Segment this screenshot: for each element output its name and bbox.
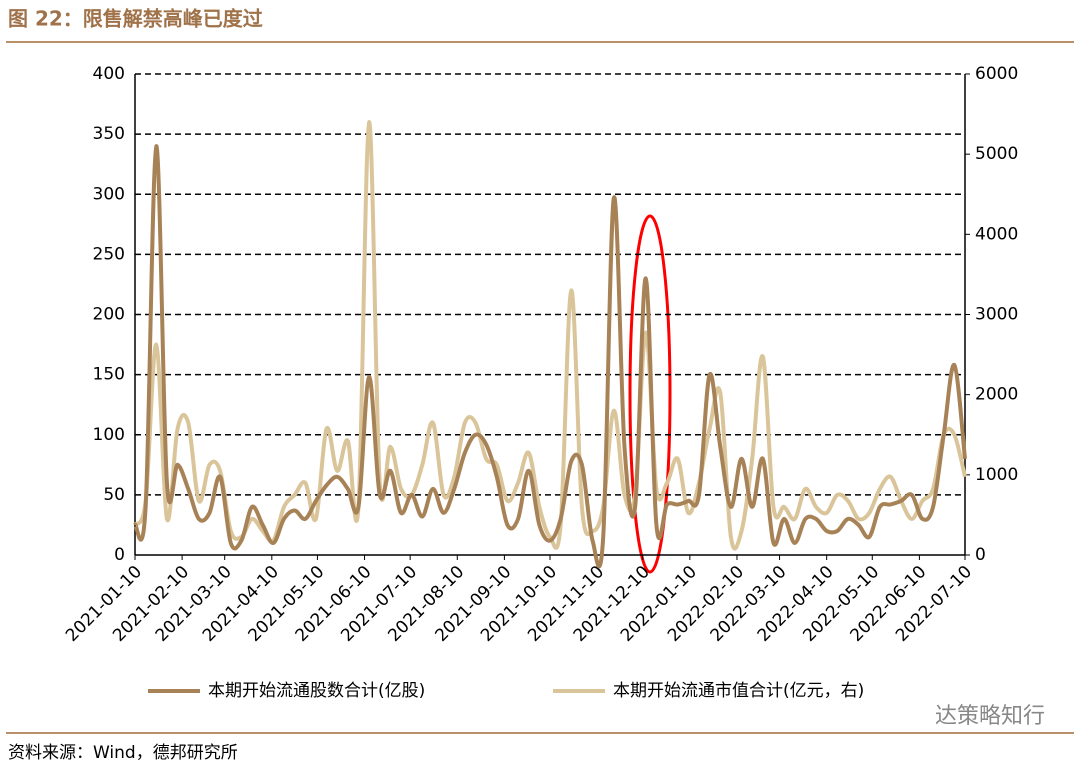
y2-tick-label: 0	[975, 545, 986, 565]
y-tick-label: 350	[93, 124, 125, 144]
legend-label: 本期开始流通市值合计(亿元，右)	[613, 681, 864, 701]
y-tick-label: 0	[114, 545, 125, 565]
y-tick-label: 150	[93, 365, 125, 385]
y-tick-label: 300	[93, 184, 125, 204]
y2-tick-label: 6000	[975, 64, 1018, 84]
source: 资料来源：Wind，德邦研究所	[8, 743, 238, 763]
y-tick-label: 200	[93, 305, 125, 325]
y-tick-label: 400	[93, 64, 125, 84]
y2-tick-label: 4000	[975, 224, 1018, 244]
y2-tick-label: 2000	[975, 385, 1018, 405]
chart-title: 图 22：限售解禁高峰已度过	[8, 7, 263, 31]
y-tick-label: 50	[103, 485, 125, 505]
y2-tick-label: 5000	[975, 144, 1018, 164]
line-series	[133, 120, 967, 551]
highlight-ellipse	[628, 214, 672, 574]
legend-label: 本期开始流通股数合计(亿股)	[208, 681, 425, 701]
y2-tick-label: 1000	[975, 465, 1018, 485]
watermark: 达策略知行	[935, 704, 1045, 729]
line-series	[133, 144, 967, 569]
y2-tick-label: 3000	[975, 305, 1018, 325]
y-tick-label: 250	[93, 244, 125, 264]
y-tick-label: 100	[93, 425, 125, 445]
